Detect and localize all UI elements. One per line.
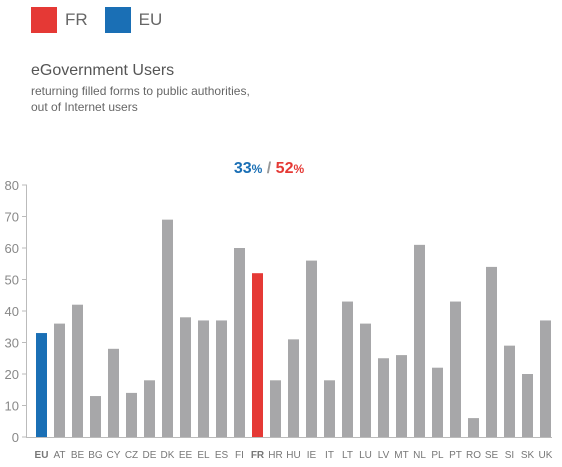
bar-be <box>72 304 83 437</box>
x-tick-label-fr: FR <box>251 450 265 461</box>
bar-de <box>144 380 155 437</box>
bar-cz <box>126 392 137 437</box>
bar-lv <box>378 358 389 437</box>
bar-mt <box>396 355 407 437</box>
y-tick-label: 60 <box>5 241 19 256</box>
x-tick-label-si: SI <box>505 450 514 461</box>
y-tick-label: 10 <box>5 399 19 414</box>
bar-es <box>216 320 227 437</box>
bar-lu <box>360 323 371 437</box>
bar-dk <box>162 219 173 437</box>
bar-sk <box>522 374 533 437</box>
legend-swatch-eu <box>104 7 131 33</box>
x-tick-label-lu: LU <box>359 450 372 461</box>
legend-swatch-fr <box>31 7 57 33</box>
x-tick-label-cy: CY <box>107 450 121 461</box>
x-tick-label-hu: HU <box>286 450 300 461</box>
bar-pl <box>432 367 443 437</box>
bar-lt <box>342 301 353 437</box>
highlight-fr-value: 52 <box>275 160 294 177</box>
bar-pt <box>450 301 461 437</box>
x-tick-label-bg: BG <box>88 450 103 461</box>
legend-label-eu: EU <box>138 10 163 29</box>
bar-si <box>504 345 515 437</box>
chart-subtitle-line1: returning filled forms to public authori… <box>31 84 250 98</box>
bar-hr <box>270 380 281 437</box>
x-tick-label-ie: IE <box>307 450 317 461</box>
x-tick-label-sk: SK <box>521 450 535 461</box>
x-tick-label-at: AT <box>53 450 65 461</box>
x-tick-label-it: IT <box>325 450 334 461</box>
legend-label-fr: FR <box>65 10 88 29</box>
x-tick-label-be: BE <box>71 450 85 461</box>
bar-ee <box>180 317 191 437</box>
x-tick-label-fi: FI <box>235 450 244 461</box>
x-tick-label-hr: HR <box>268 450 282 461</box>
bar-hu <box>288 339 299 437</box>
chart-subtitle-line2: out of Internet users <box>31 100 138 114</box>
y-tick-label: 70 <box>5 210 19 225</box>
x-tick-label-lt: LT <box>342 450 353 461</box>
highlight-eu-unit: % <box>251 162 263 176</box>
x-tick-label-de: DE <box>143 450 157 461</box>
x-tick-label-lv: LV <box>378 450 390 461</box>
bar-fr <box>252 273 263 437</box>
x-tick-label-cz: CZ <box>125 450 138 461</box>
x-tick-label-ro: RO <box>466 450 481 461</box>
x-tick-label-ee: EE <box>179 450 193 461</box>
x-tick-label-uk: UK <box>539 450 553 461</box>
y-tick-label: 40 <box>5 304 19 319</box>
y-axis: 0 10 20 30 40 50 60 70 80 <box>5 178 27 445</box>
bar-el <box>198 320 209 437</box>
bar-eu <box>36 333 47 437</box>
legend-item-fr: FR <box>31 7 88 33</box>
y-tick-label: 30 <box>5 336 19 351</box>
highlight-fr-unit: % <box>293 162 305 176</box>
x-tick-label-pt: PT <box>449 450 462 461</box>
x-tick-label-dk: DK <box>161 450 175 461</box>
x-tick-label-nl: NL <box>413 450 426 461</box>
x-tick-label-es: ES <box>215 450 229 461</box>
bar-fi <box>234 248 245 437</box>
highlight-eu: 33% <box>234 160 262 177</box>
bar-nl <box>414 244 425 437</box>
x-tick-label-se: SE <box>485 450 499 461</box>
bar-se <box>486 266 497 437</box>
bar-at <box>54 323 65 437</box>
highlight-eu-value: 33 <box>233 160 252 177</box>
bar-bg <box>90 396 101 437</box>
legend-item-eu: EU <box>104 7 163 33</box>
bar-uk <box>540 320 551 437</box>
x-tick-label-mt: MT <box>394 450 408 461</box>
chart-title: eGovernment Users <box>31 62 175 79</box>
bar-ro <box>468 418 479 437</box>
y-tick-label: 0 <box>12 430 19 445</box>
x-tick-label-el: EL <box>197 450 210 461</box>
highlight-separator: / <box>266 160 272 177</box>
y-tick-label: 50 <box>5 273 19 288</box>
legend: FR EU <box>31 7 179 33</box>
bars <box>36 219 551 437</box>
x-tick-label-eu: EU <box>35 450 49 461</box>
bar-ie <box>306 260 317 437</box>
highlight-values: 33% / 52% <box>0 160 550 178</box>
bar-it <box>324 380 335 437</box>
y-tick-label: 20 <box>5 367 19 382</box>
x-axis: EU AT BE BG CY CZ DE DK EE EL ES FI FR HR HU IE IT LT LU LV… <box>26 437 553 461</box>
chart-subtitle: returning filled forms to public authori… <box>31 83 331 115</box>
highlight-fr: 52% <box>276 160 304 177</box>
y-tick-label: 80 <box>5 178 19 193</box>
x-tick-label-pl: PL <box>431 450 444 461</box>
bar-cy <box>108 348 119 437</box>
